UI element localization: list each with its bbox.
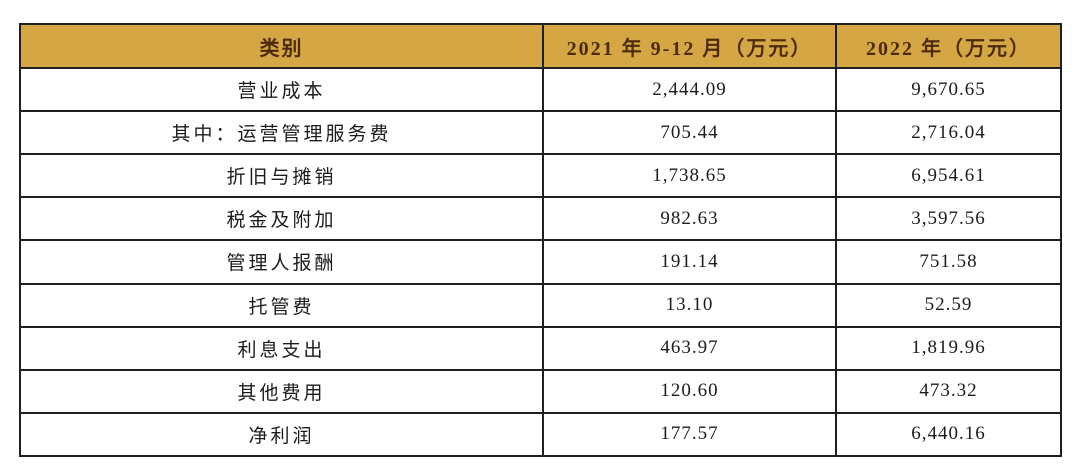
row-value-2021: 177.57	[542, 411, 837, 458]
row-value-2021: 982.63	[542, 196, 837, 242]
table-row: 营业成本 2,444.09 9,670.65	[19, 66, 1062, 113]
row-value-2022: 6,954.61	[835, 153, 1062, 199]
financial-table: 类别 2021 年 9-12 月（万元） 2022 年（万元） 营业成本 2,44…	[19, 23, 1062, 458]
row-value-2021: 705.44	[542, 110, 837, 156]
row-label: 营业成本	[19, 66, 544, 113]
row-value-2022: 52.59	[835, 282, 1062, 328]
row-value-2021: 2,444.09	[542, 66, 837, 113]
table-row: 管理人报酬 191.14 751.58	[19, 239, 1062, 285]
row-value-2021: 13.10	[542, 282, 837, 328]
row-value-2021: 191.14	[542, 239, 837, 285]
row-value-2022: 2,716.04	[835, 110, 1062, 156]
header-row: 类别 2021 年 9-12 月（万元） 2022 年（万元）	[19, 23, 1062, 69]
row-value-2021: 463.97	[542, 325, 837, 371]
table-row: 其他费用 120.60 473.32	[19, 368, 1062, 414]
header-category: 类别	[19, 23, 544, 69]
header-period-2021: 2021 年 9-12 月（万元）	[542, 23, 837, 69]
row-label: 其他费用	[19, 368, 544, 414]
row-value-2022: 3,597.56	[835, 196, 1062, 242]
row-label: 其中：运营管理服务费	[19, 110, 544, 156]
header-period-2022: 2022 年（万元）	[835, 23, 1062, 69]
table-row: 利息支出 463.97 1,819.96	[19, 325, 1062, 371]
table-row: 托管费 13.10 52.59	[19, 282, 1062, 328]
table-row: 税金及附加 982.63 3,597.56	[19, 196, 1062, 242]
row-label: 折旧与摊销	[19, 153, 544, 199]
row-label: 管理人报酬	[19, 239, 544, 285]
row-value-2022: 1,819.96	[835, 325, 1062, 371]
row-value-2022: 6,440.16	[835, 411, 1062, 458]
table-row: 折旧与摊销 1,738.65 6,954.61	[19, 153, 1062, 199]
row-value-2022: 9,670.65	[835, 66, 1062, 113]
row-value-2021: 120.60	[542, 368, 837, 414]
row-label: 利息支出	[19, 325, 544, 371]
row-label: 税金及附加	[19, 196, 544, 242]
row-value-2022: 473.32	[835, 368, 1062, 414]
row-label: 净利润	[19, 411, 544, 458]
table-body: 营业成本 2,444.09 9,670.65 其中：运营管理服务费 705.44 2,71…	[19, 66, 1062, 458]
row-label: 托管费	[19, 282, 544, 328]
table-row: 净利润 177.57 6,440.16	[19, 411, 1062, 458]
row-value-2021: 1,738.65	[542, 153, 837, 199]
row-value-2022: 751.58	[835, 239, 1062, 285]
table-row: 其中：运营管理服务费 705.44 2,716.04	[19, 110, 1062, 156]
